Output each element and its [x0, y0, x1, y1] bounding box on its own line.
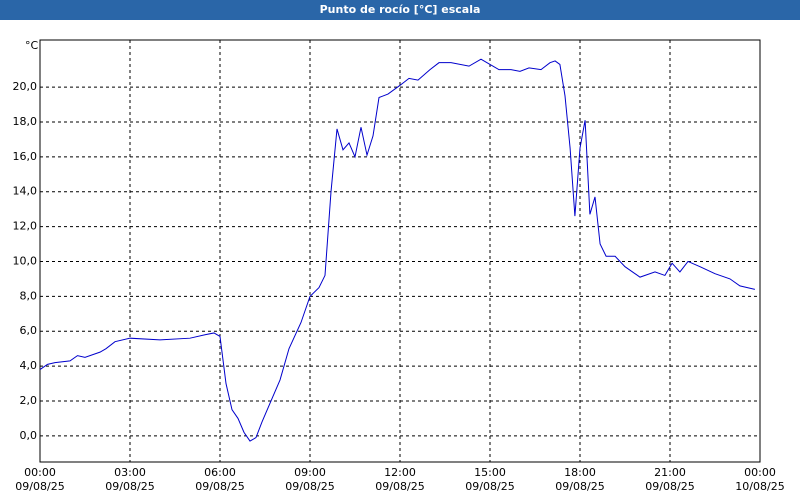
data-line: [39, 58, 756, 442]
y-tick-label: 20,0: [13, 80, 38, 93]
x-tick-label: 12:00 09/08/25: [375, 466, 425, 493]
chart-title: Punto de rocío [°C] escala: [0, 0, 800, 20]
y-tick-label: 10,0: [13, 254, 38, 267]
x-tick-label: 21:00 09/08/25: [645, 466, 695, 493]
y-tick-label: 14,0: [13, 185, 38, 198]
y-tick-label: 16,0: [13, 150, 38, 163]
x-tick-label: 06:00 09/08/25: [195, 466, 245, 493]
y-tick-label: 2,0: [20, 394, 38, 407]
y-tick-label: 0,0: [20, 429, 38, 442]
x-tick-label: 18:00 09/08/25: [555, 466, 605, 493]
x-tick-label: 00:00 10/08/25: [735, 466, 785, 493]
x-tick-label: 09:00 09/08/25: [285, 466, 335, 493]
x-tick-label: 00:00 09/08/25: [15, 466, 65, 493]
y-tick-label: 18,0: [13, 115, 38, 128]
y-tick-label: 6,0: [20, 324, 38, 337]
x-tick-label: 03:00 09/08/25: [105, 466, 155, 493]
x-tick-label: 15:00 09/08/25: [465, 466, 515, 493]
y-axis-label: °C: [25, 39, 39, 52]
y-tick-label: 12,0: [13, 220, 38, 233]
y-tick-label: 8,0: [20, 289, 38, 302]
y-tick-label: 4,0: [20, 359, 38, 372]
